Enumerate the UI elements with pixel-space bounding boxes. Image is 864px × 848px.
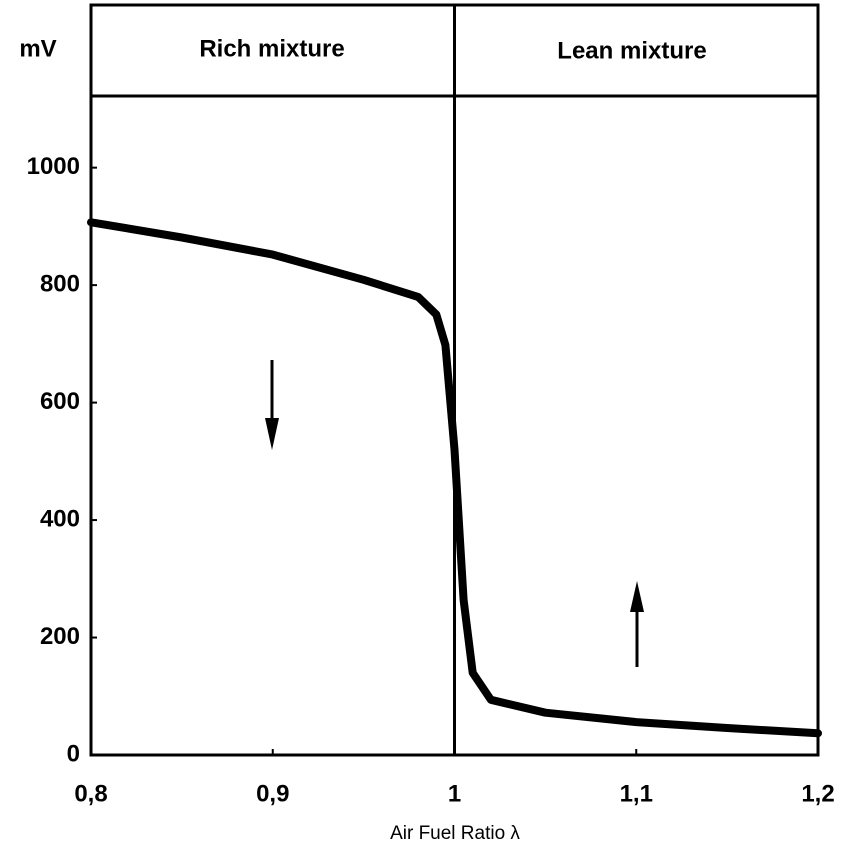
x-tick-label: 1,2 [801,780,834,807]
annotation: Rich mixture [199,35,344,62]
arrow-down [265,360,279,450]
y-tick-label: 800 [40,270,80,297]
x-tick-label: 0,9 [256,780,289,807]
annotation: Lean mixture [557,37,706,64]
y-tick-label: 200 [40,623,80,650]
y-tick-label: 400 [40,505,80,532]
y-tick-label: 600 [40,388,80,415]
y-tick-label: 0 [67,740,80,767]
arrow-up [630,581,644,667]
x-axis-label: Air Fuel Ratio λ [390,823,520,844]
x-tick-label: 0,8 [74,780,107,807]
x-tick-label: 1,1 [620,780,653,807]
y-axis-label: mV [19,35,56,62]
curve [87,218,822,738]
x-tick-label: 1 [448,780,461,807]
y-tick-label: 1000 [27,153,80,180]
